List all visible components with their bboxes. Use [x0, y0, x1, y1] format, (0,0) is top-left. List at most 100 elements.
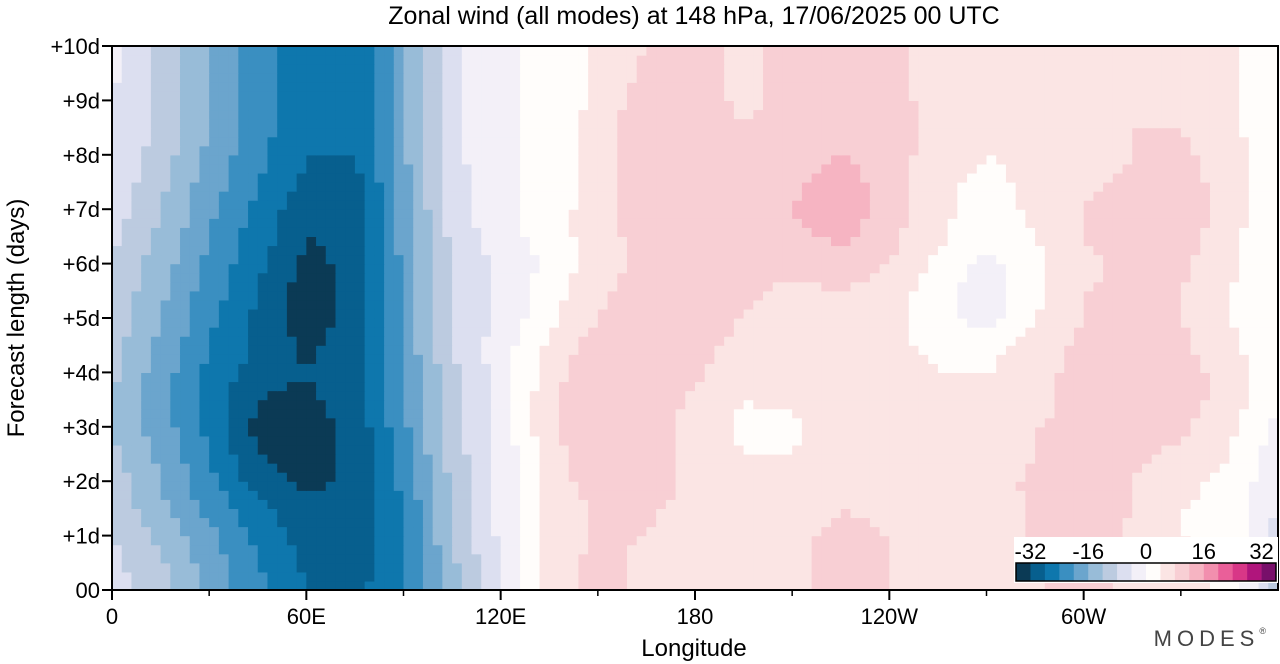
heatmap-cell — [1190, 218, 1201, 228]
heatmap-cell — [1054, 281, 1065, 292]
heatmap-cell — [1239, 444, 1250, 455]
heatmap-cell — [908, 499, 920, 509]
heatmap-cell — [1005, 336, 1017, 346]
heatmap-cell — [1161, 227, 1172, 237]
heatmap-cell — [141, 236, 152, 247]
heatmap-cell — [743, 426, 754, 437]
heatmap-cell — [724, 263, 735, 274]
heatmap-cell — [1103, 381, 1114, 392]
heatmap-cell — [636, 254, 648, 265]
heatmap-cell — [160, 263, 171, 274]
heatmap-cell — [811, 417, 822, 428]
heatmap-cell — [325, 209, 337, 219]
heatmap-cell — [821, 535, 832, 546]
heatmap-cell — [403, 290, 414, 301]
heatmap-cell — [238, 463, 249, 473]
heatmap-cell — [1112, 481, 1124, 491]
heatmap-cell — [588, 580, 599, 590]
heatmap-cell — [384, 562, 395, 573]
heatmap-cell — [568, 354, 579, 364]
heatmap-cell — [801, 372, 813, 383]
heatmap-cell — [801, 399, 813, 410]
heatmap-cell — [422, 290, 434, 301]
heatmap-cell — [588, 535, 599, 546]
heatmap-cell — [277, 281, 288, 292]
heatmap-cell — [607, 517, 618, 528]
heatmap-cell — [150, 544, 162, 555]
heatmap-cell — [918, 526, 929, 537]
heatmap-cell — [384, 227, 395, 237]
heatmap-cell — [636, 372, 648, 383]
heatmap-cell — [549, 290, 560, 301]
heatmap-cell — [1132, 472, 1143, 482]
heatmap-cell — [1025, 354, 1036, 364]
heatmap-cell — [695, 254, 706, 265]
heatmap-cell — [743, 562, 754, 573]
heatmap-cell — [1083, 299, 1094, 310]
heatmap-cell — [976, 417, 988, 428]
heatmap-cell — [646, 499, 657, 509]
heatmap-cell — [597, 345, 609, 355]
heatmap-cell — [1180, 218, 1192, 228]
heatmap-cell — [1132, 363, 1143, 373]
heatmap-cell — [1248, 444, 1260, 455]
heatmap-cell — [1171, 580, 1182, 590]
heatmap-cell — [306, 345, 317, 355]
heatmap-cell — [1112, 417, 1124, 428]
heatmap-cell — [1219, 408, 1231, 419]
heatmap-cell — [257, 571, 269, 582]
heatmap-cell — [529, 227, 541, 237]
heatmap-cell — [879, 508, 890, 519]
heatmap-cell — [150, 526, 162, 537]
heatmap-cell — [617, 544, 628, 555]
heatmap-cell — [821, 472, 832, 482]
heatmap-cell — [286, 454, 298, 464]
heatmap-cell — [860, 426, 871, 437]
heatmap-cell — [121, 553, 133, 564]
heatmap-cell — [277, 345, 288, 355]
heatmap-cell — [899, 336, 910, 346]
heatmap-cell — [1180, 263, 1192, 274]
heatmap-cell — [442, 490, 453, 500]
heatmap-cell — [1064, 245, 1075, 256]
heatmap-cell — [199, 544, 210, 555]
heatmap-cell — [782, 381, 793, 392]
heatmap-cell — [646, 571, 657, 582]
heatmap-cell — [908, 290, 920, 301]
heatmap-cell — [753, 308, 764, 319]
heatmap-cell — [947, 290, 958, 301]
heatmap-cell — [170, 227, 181, 237]
heatmap-cell — [452, 390, 463, 401]
heatmap-cell — [578, 227, 589, 237]
heatmap-cell — [763, 580, 774, 590]
heatmap-cell — [957, 535, 968, 546]
heatmap-cell — [607, 544, 618, 555]
heatmap-cell — [1132, 272, 1143, 283]
heatmap-cell — [656, 426, 667, 437]
heatmap-cell — [520, 508, 531, 519]
heatmap-cell — [442, 562, 453, 573]
heatmap-cell — [1141, 399, 1153, 410]
heatmap-cell — [947, 535, 958, 546]
heatmap-cell — [131, 472, 142, 482]
heatmap-cell — [1190, 399, 1201, 410]
heatmap-cell — [1122, 463, 1133, 473]
heatmap-cell — [199, 218, 210, 228]
heatmap-cell — [549, 571, 560, 582]
heatmap-cell — [189, 209, 201, 219]
heatmap-cell — [782, 318, 793, 328]
heatmap-cell — [1103, 435, 1114, 446]
heatmap-cell — [879, 281, 890, 292]
heatmap-cell — [248, 463, 259, 473]
heatmap-cell — [1219, 426, 1231, 437]
heatmap-cell — [422, 444, 434, 455]
heatmap-cell — [860, 517, 871, 528]
heatmap-cell — [500, 544, 511, 555]
heatmap-cell — [656, 580, 667, 590]
heatmap-cell — [753, 327, 764, 337]
heatmap-cell — [1005, 444, 1017, 455]
heatmap-cell — [335, 299, 346, 310]
heatmap-cell — [422, 236, 434, 247]
heatmap-cell — [1054, 327, 1065, 337]
heatmap-cell — [967, 236, 978, 247]
